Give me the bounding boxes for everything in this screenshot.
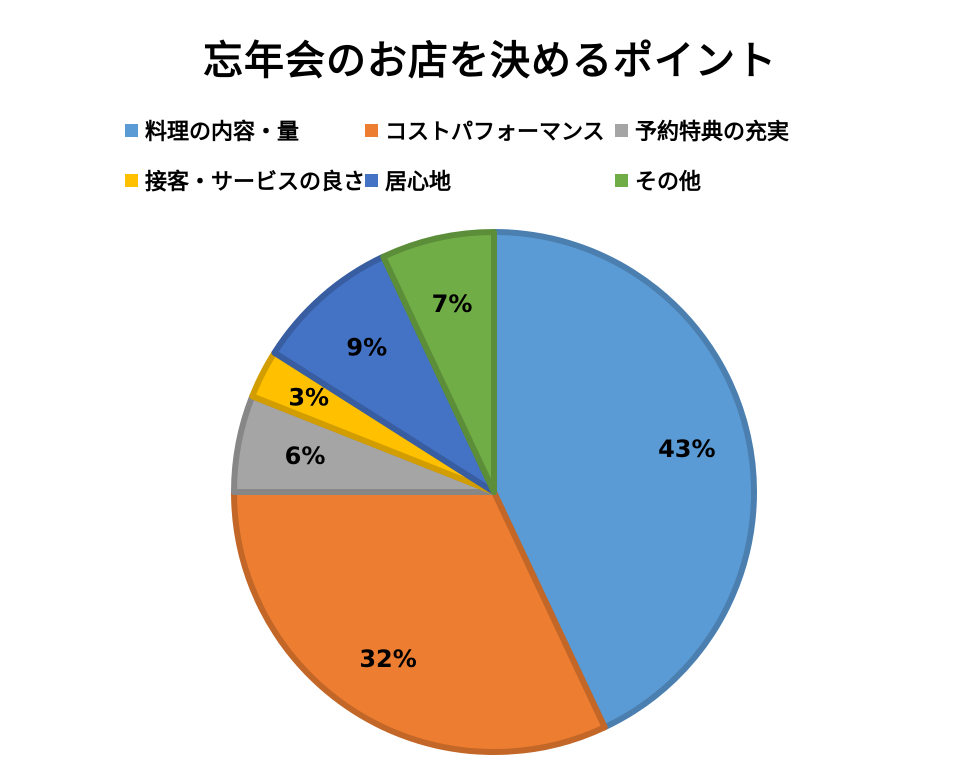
pie-slice-5 [380,229,497,495]
legend-swatch-other [615,173,628,187]
legend-label-other: その他 [635,170,702,195]
legend-swatch-service [125,173,138,187]
legend-label-food: 料理の内容・量 [145,120,300,145]
pie-slice-1 [231,489,608,755]
legend-item-food: 料理の内容・量 [125,114,365,146]
pie-slice-0 [491,229,757,731]
pie-data-label-2: 6% [285,442,326,470]
legend-label-cost-performance: コストパフォーマンス [385,120,605,145]
legend-swatch-reservation-perks [615,123,628,137]
legend-label-service: 接客・サービスの良さ [145,170,366,195]
legend-swatch-cost-performance [365,123,378,137]
pie-data-label-5: 7% [432,290,473,318]
pie-data-label-4: 9% [346,334,387,362]
pie-data-label-1: 32% [359,645,416,673]
legend-item-other: その他 [615,164,865,196]
legend-item-reservation-perks: 予約特典の充実 [615,114,865,146]
chart-legend: 料理の内容・量 コストパフォーマンス 予約特典の充実 接客・サービスの良さ 居心… [125,114,865,196]
pie-slice-4 [271,253,497,495]
pie-data-label-0: 43% [658,435,715,463]
legend-swatch-food [125,123,138,137]
legend-label-reservation-perks: 予約特典の充実 [635,120,790,145]
chart-title: 忘年会のお店を決めるポイント [203,38,777,84]
legend-label-comfort: 居心地 [385,170,452,195]
legend-item-service: 接客・サービスの良さ [125,164,365,196]
legend-swatch-comfort [365,173,378,187]
legend-item-comfort: 居心地 [365,164,615,196]
legend-item-cost-performance: コストパフォーマンス [365,114,615,146]
pie-data-label-3: 3% [288,384,329,412]
